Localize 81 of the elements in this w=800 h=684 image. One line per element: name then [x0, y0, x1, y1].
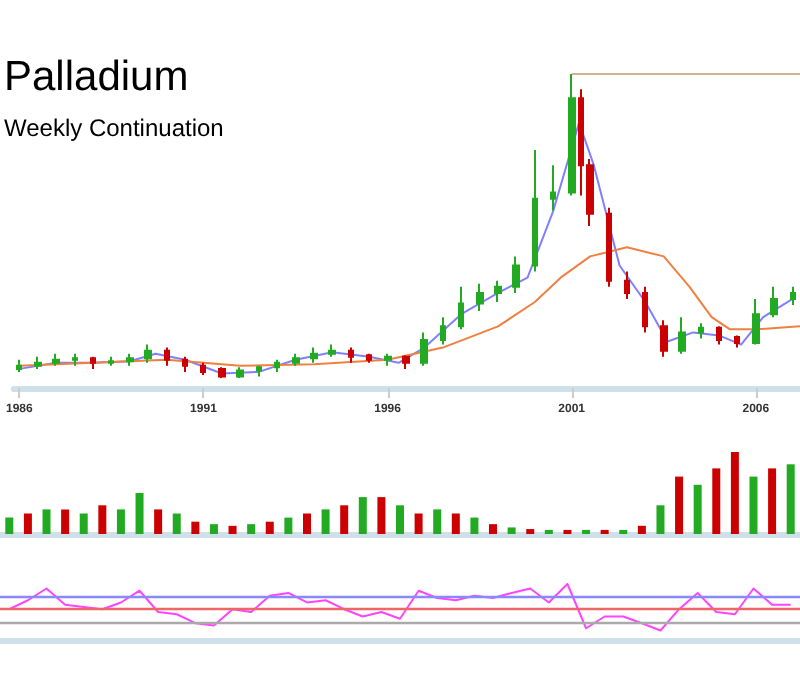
candlestick	[144, 343, 152, 364]
candlestick	[420, 331, 428, 367]
candlestick	[568, 73, 576, 197]
candlestick	[716, 325, 722, 346]
bar	[470, 517, 479, 534]
bar	[749, 476, 758, 534]
candlestick	[292, 352, 300, 367]
candlestick	[752, 297, 760, 346]
bar	[191, 521, 200, 534]
bar	[42, 509, 51, 534]
bar	[98, 505, 107, 534]
bar	[321, 509, 330, 534]
candlestick	[348, 346, 354, 364]
candlestick	[16, 358, 22, 373]
bar	[302, 513, 311, 534]
candlestick	[34, 355, 42, 370]
bar	[5, 517, 14, 534]
bar	[116, 509, 125, 534]
candlestick	[642, 285, 648, 334]
bar	[414, 513, 423, 534]
candlestick	[236, 366, 244, 379]
candlestick	[52, 352, 60, 367]
bar	[79, 513, 88, 534]
bar	[172, 513, 181, 534]
candlestick	[550, 164, 556, 212]
bar	[23, 513, 32, 534]
candlestick	[698, 322, 704, 340]
candlestick	[532, 149, 538, 273]
bar	[433, 509, 442, 534]
candlestick	[366, 352, 372, 364]
candlestick	[660, 319, 668, 358]
candlestick	[476, 282, 484, 313]
bar	[228, 525, 237, 534]
candlestick	[624, 270, 630, 300]
candlestick	[90, 355, 96, 370]
candlestick	[182, 355, 188, 373]
candlestick	[770, 285, 778, 319]
candlestick	[218, 366, 226, 379]
candlestick	[72, 352, 78, 367]
bar	[675, 476, 684, 534]
bar	[247, 524, 256, 534]
candlestick	[384, 352, 392, 367]
bar	[451, 513, 460, 534]
text: Weekly Continuation	[4, 114, 224, 142]
candlestick	[200, 361, 206, 376]
candlestick	[164, 346, 170, 367]
bar	[489, 524, 498, 534]
candlestick	[734, 334, 740, 349]
candlestick	[678, 316, 686, 355]
bar	[507, 527, 516, 534]
candlestick	[328, 343, 336, 358]
candlestick	[790, 285, 796, 307]
bar	[358, 497, 367, 534]
bar	[340, 505, 349, 534]
bar	[135, 493, 144, 534]
candlestick	[310, 346, 318, 364]
bar	[396, 505, 404, 534]
candlestick	[274, 358, 280, 373]
candlestick	[458, 285, 464, 331]
bar	[209, 524, 218, 534]
candlestick	[126, 352, 134, 367]
bar	[637, 525, 646, 534]
bar	[786, 464, 795, 534]
candlestick	[256, 364, 262, 378]
bar	[61, 509, 70, 534]
bar	[656, 505, 665, 534]
candlestick	[402, 354, 410, 370]
bar	[730, 452, 739, 534]
candlestick	[108, 355, 114, 367]
bar	[712, 468, 721, 534]
bar	[265, 521, 274, 534]
bar	[284, 517, 293, 534]
bar	[768, 468, 777, 534]
candlestick	[512, 255, 520, 294]
bar	[154, 509, 163, 534]
bar	[693, 484, 702, 534]
candlestick	[606, 206, 612, 288]
candlestick	[494, 279, 502, 303]
candlestick	[440, 316, 446, 346]
bar	[377, 497, 386, 534]
chart-title: Palladium	[4, 54, 189, 100]
